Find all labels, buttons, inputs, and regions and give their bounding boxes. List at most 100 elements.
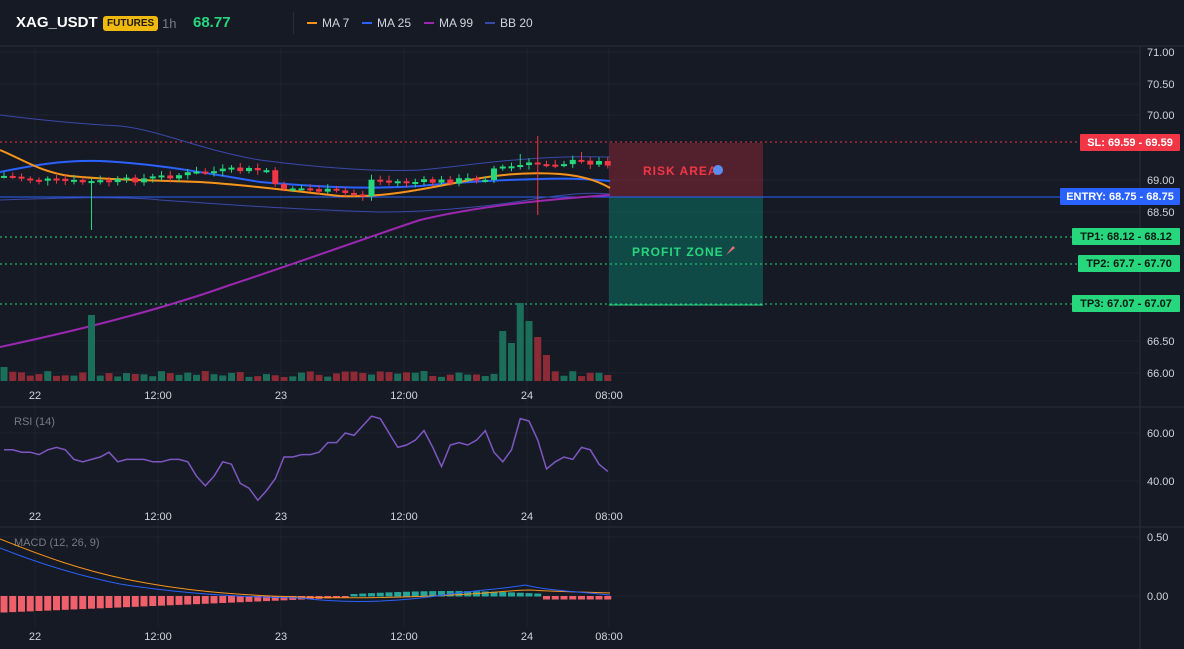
volume-bar bbox=[201, 371, 209, 381]
macd-bar bbox=[368, 593, 375, 597]
tp2-label[interactable]: TP2: 67.7 - 67.70 bbox=[1078, 255, 1180, 272]
volume-bar bbox=[228, 372, 235, 381]
volume-bar bbox=[245, 376, 253, 381]
volume-bar bbox=[420, 371, 428, 381]
volume-bar bbox=[464, 374, 472, 381]
legend-ma25[interactable]: MA 25 bbox=[362, 16, 411, 30]
volume-bar bbox=[560, 375, 568, 381]
macd-bar bbox=[263, 596, 270, 602]
macd-bar bbox=[350, 594, 358, 597]
volume-bar bbox=[551, 371, 559, 381]
volume-bar bbox=[18, 372, 25, 381]
candle bbox=[132, 174, 139, 186]
volume-bar bbox=[88, 315, 95, 381]
ma99-line bbox=[0, 194, 611, 348]
time-axis-macd: 22 12:00 23 12:00 24 08:00 bbox=[29, 631, 623, 643]
candle bbox=[158, 171, 165, 181]
profit-zone[interactable] bbox=[609, 197, 763, 305]
macd-bar bbox=[149, 596, 157, 607]
volume-bar bbox=[105, 373, 113, 381]
volume-bar bbox=[219, 375, 227, 381]
volume-bar bbox=[298, 372, 305, 381]
candle bbox=[412, 178, 419, 188]
macd-bar bbox=[105, 596, 113, 608]
volume-bar bbox=[123, 373, 130, 381]
candle bbox=[351, 189, 357, 197]
legend-bb20[interactable]: BB 20 bbox=[485, 16, 533, 30]
candle bbox=[543, 160, 550, 168]
volume-bar bbox=[359, 372, 367, 381]
volume-bar bbox=[70, 375, 78, 381]
macd-bar bbox=[70, 596, 78, 610]
macd-bar bbox=[131, 596, 139, 607]
legend-ma7[interactable]: MA 7 bbox=[307, 16, 349, 30]
svg-text:SL: 69.59 - 69.59: SL: 69.59 - 69.59 bbox=[1087, 137, 1173, 149]
svg-text:12:00: 12:00 bbox=[390, 511, 418, 523]
risk-area-zone[interactable] bbox=[609, 143, 763, 197]
volume-bar bbox=[490, 373, 498, 381]
macd-bar bbox=[543, 596, 550, 600]
volume-bar bbox=[26, 375, 34, 381]
macd-bar bbox=[560, 596, 568, 600]
entry-label[interactable]: ENTRY: 68.75 - 68.75 bbox=[1060, 188, 1180, 205]
candle bbox=[1, 172, 7, 179]
tp1-label[interactable]: TP1: 68.12 - 68.12 bbox=[1072, 228, 1180, 245]
candle bbox=[211, 166, 217, 177]
candle bbox=[316, 185, 322, 195]
macd-title: MACD (12, 26, 9) bbox=[14, 537, 100, 549]
legend-label: BB 20 bbox=[500, 16, 533, 30]
last-price: 68.77 bbox=[193, 14, 231, 31]
volume-bar bbox=[578, 376, 585, 381]
futures-badge: FUTURES bbox=[103, 16, 159, 31]
candle bbox=[53, 175, 60, 184]
tp3-label[interactable]: TP3: 67.07 - 67.07 bbox=[1072, 295, 1180, 312]
candle bbox=[123, 174, 130, 183]
svg-text:08:00: 08:00 bbox=[595, 631, 623, 643]
price-scale[interactable]: 71.00 70.50 70.00 69.00 68.50 66.50 66.0… bbox=[1147, 47, 1175, 603]
candle bbox=[386, 175, 392, 186]
macd-bar bbox=[18, 596, 25, 612]
volume-bar bbox=[516, 303, 524, 381]
candle bbox=[473, 175, 480, 184]
macd-bar bbox=[175, 596, 183, 605]
legend-swatch-icon bbox=[485, 22, 495, 24]
candle bbox=[552, 159, 559, 169]
volume-bar bbox=[236, 372, 244, 381]
profit-zone-label: PROFIT ZONE bbox=[632, 245, 724, 259]
macd-bar bbox=[341, 596, 349, 598]
ma7-line bbox=[0, 149, 611, 198]
candle bbox=[97, 175, 104, 185]
timeframe-label[interactable]: 1h bbox=[162, 16, 177, 31]
candle bbox=[342, 187, 349, 197]
svg-text:70.50: 70.50 bbox=[1147, 79, 1175, 91]
candle bbox=[219, 164, 226, 176]
candle bbox=[394, 179, 401, 187]
svg-text:12:00: 12:00 bbox=[390, 390, 418, 402]
macd-bar bbox=[79, 596, 87, 610]
header-divider bbox=[293, 12, 294, 34]
volume-bar bbox=[254, 376, 262, 381]
volume-bar bbox=[166, 373, 174, 381]
symbol-title[interactable]: XAG_USDT bbox=[16, 14, 98, 31]
macd-bar bbox=[490, 591, 498, 597]
svg-text:70.00: 70.00 bbox=[1147, 110, 1175, 122]
candle bbox=[324, 184, 331, 194]
legend-swatch-icon bbox=[307, 22, 317, 24]
volume-bar bbox=[289, 376, 297, 381]
volume-bar bbox=[96, 375, 104, 381]
macd-bar bbox=[236, 596, 244, 603]
volume-bar bbox=[158, 371, 165, 381]
volume-bar bbox=[446, 374, 454, 381]
volume-bar bbox=[271, 375, 279, 381]
svg-text:TP3: 67.07 - 67.07: TP3: 67.07 - 67.07 bbox=[1080, 298, 1172, 310]
candlesticks[interactable] bbox=[1, 136, 611, 230]
volume-bar bbox=[385, 372, 393, 381]
macd-histogram bbox=[0, 591, 612, 613]
macd-bar bbox=[26, 596, 34, 612]
sl-label[interactable]: SL: 69.59 - 69.59 bbox=[1080, 134, 1180, 151]
volume-bar bbox=[604, 374, 612, 381]
svg-text:12:00: 12:00 bbox=[390, 631, 418, 643]
macd-bar bbox=[359, 593, 367, 597]
legend-ma99[interactable]: MA 99 bbox=[424, 16, 473, 30]
